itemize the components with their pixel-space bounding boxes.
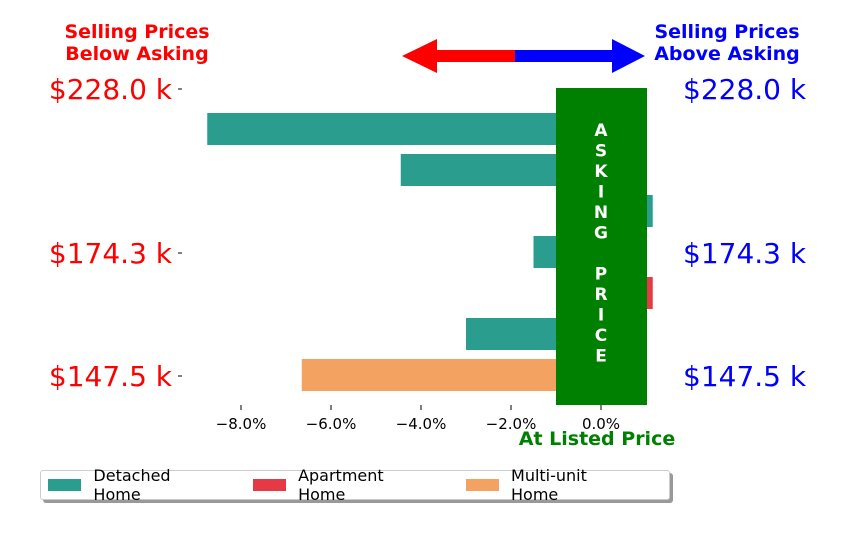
legend-swatch-multiunit: [465, 479, 500, 491]
x-tick-label-2: −4.0%: [396, 415, 447, 433]
legend-item-multiunit: Multi-unit Home: [465, 466, 637, 504]
legend-item-detached: Detached Home: [48, 466, 221, 504]
left-price-label-bottom: $147.5 k: [49, 360, 173, 393]
legend: Detached Home Apartment Home Multi-unit …: [40, 466, 670, 504]
asking-price-letter-7: P: [595, 265, 607, 285]
legend-swatch-detached: [48, 479, 82, 491]
right-price-label-middle: $174.3 k: [683, 237, 807, 270]
legend-swatch-apartment: [252, 479, 287, 491]
x-tick-label-1: −6.0%: [306, 415, 357, 433]
x-axis-ticks: −8.0% −6.0% −4.0% −2.0% 0.0%: [216, 405, 620, 433]
above-asking-header-line1: Selling Prices: [654, 21, 799, 43]
above-asking-header-line2: Above Asking: [654, 43, 800, 65]
left-price-label-middle: $174.3 k: [49, 237, 173, 270]
asking-price-letter-8: R: [594, 285, 607, 305]
below-asking-header-line2: Below Asking: [65, 43, 208, 65]
x-tick-label-4: 0.0%: [582, 415, 620, 433]
x-tick-label-0: −8.0%: [216, 415, 267, 433]
legend-item-apartment: Apartment Home: [252, 466, 434, 504]
right-price-label-bottom: $147.5 k: [683, 360, 807, 393]
asking-price-letter-1: S: [595, 142, 607, 162]
asking-price-letter-2: K: [594, 162, 608, 182]
left-price-label-top: $228.0 k: [49, 73, 173, 106]
asking-price-letter-10: C: [595, 326, 607, 346]
asking-price-letter-4: N: [594, 203, 608, 223]
asking-price-letter-5: G: [594, 224, 608, 244]
asking-price-band: [556, 88, 647, 405]
double-arrow-icon: [402, 39, 645, 73]
legend-label-multiunit: Multi-unit Home: [511, 466, 587, 504]
asking-price-letter-3: I: [598, 183, 604, 203]
bar-multi-unit-home-6: [301, 359, 601, 391]
legend-label-apartment: Apartment Home: [298, 466, 384, 504]
asking-price-letter-9: I: [598, 306, 604, 326]
at-listed-price-label: At Listed Price: [519, 428, 675, 450]
below-asking-header-line1: Selling Prices: [64, 21, 209, 43]
x-tick-label-3: −2.0%: [486, 415, 537, 433]
bar-detached-home-0: [207, 113, 601, 145]
legend-label-detached: Detached Home: [93, 466, 171, 504]
asking-price-letter-0: A: [594, 121, 608, 141]
asking-price-letter-11: E: [595, 347, 607, 367]
right-price-label-top: $228.0 k: [683, 73, 807, 106]
